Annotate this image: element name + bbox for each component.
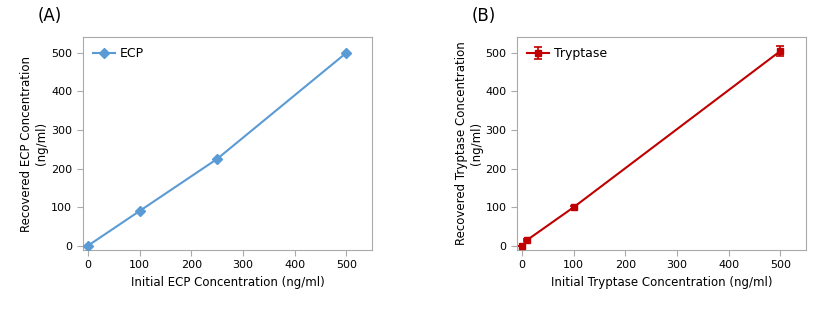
ECP bbox=[83, 244, 93, 248]
Y-axis label: Recovered ECP Concentration
(ng/ml): Recovered ECP Concentration (ng/ml) bbox=[21, 56, 49, 232]
ECP bbox=[212, 157, 222, 161]
Text: (A): (A) bbox=[37, 7, 61, 25]
X-axis label: Initial ECP Concentration (ng/ml): Initial ECP Concentration (ng/ml) bbox=[131, 275, 324, 289]
Text: (B): (B) bbox=[471, 7, 495, 25]
X-axis label: Initial Tryptase Concentration (ng/ml): Initial Tryptase Concentration (ng/ml) bbox=[551, 275, 772, 289]
Line: ECP: ECP bbox=[84, 49, 350, 249]
Legend: ECP: ECP bbox=[89, 44, 148, 64]
Y-axis label: Recovered Tryptase Concentration
(ng/ml): Recovered Tryptase Concentration (ng/ml) bbox=[455, 41, 483, 246]
Legend: Tryptase: Tryptase bbox=[523, 44, 611, 64]
ECP bbox=[342, 51, 351, 55]
ECP bbox=[135, 209, 145, 213]
